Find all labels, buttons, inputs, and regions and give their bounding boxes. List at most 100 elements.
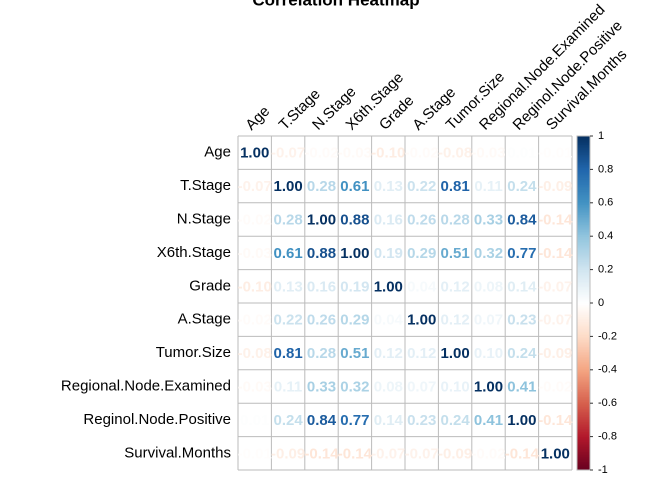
colorbar-segment bbox=[577, 441, 590, 444]
colorbar-segment bbox=[577, 458, 590, 461]
colorbar-tick-label: 0.8 bbox=[598, 163, 613, 175]
colorbar-segment bbox=[577, 453, 590, 456]
cell-value: 0.19 bbox=[374, 245, 403, 262]
cell-value: -0.14 bbox=[538, 412, 573, 429]
colorbar-segment bbox=[577, 348, 590, 351]
cell-value: 0.12 bbox=[407, 345, 436, 362]
cell-value: 0.41 bbox=[507, 378, 536, 395]
colorbar-segment bbox=[577, 391, 590, 394]
cell-value: -0.08 bbox=[438, 145, 472, 162]
colorbar-segment bbox=[577, 364, 590, 367]
column-label: Age bbox=[242, 103, 273, 134]
colorbar-segment bbox=[577, 336, 590, 339]
cell-value: -0.07 bbox=[538, 278, 572, 295]
cell-value: -0.14 bbox=[304, 445, 339, 462]
row-label: A.Stage bbox=[178, 311, 231, 328]
colorbar-segment bbox=[577, 331, 590, 334]
colorbar-segment bbox=[577, 216, 590, 219]
cell-value: 1.00 bbox=[240, 145, 269, 162]
colorbar-segment bbox=[577, 324, 590, 327]
colorbar-segment bbox=[577, 247, 590, 251]
cell-value: -0.07 bbox=[271, 145, 305, 162]
cell-value: 0.41 bbox=[474, 412, 503, 429]
colorbar-segment bbox=[577, 343, 590, 346]
colorbar-segment bbox=[577, 222, 590, 226]
cell-value: 0.61 bbox=[273, 245, 302, 262]
cell-value: 0.84 bbox=[507, 211, 537, 228]
colorbar-segment bbox=[577, 244, 590, 247]
colorbar-segment bbox=[577, 231, 590, 234]
colorbar-segment bbox=[577, 237, 590, 241]
cell-value: 0.24 bbox=[440, 412, 470, 429]
colorbar-segment bbox=[577, 164, 590, 167]
colorbar-segment bbox=[577, 167, 590, 170]
colorbar-segment bbox=[577, 206, 590, 209]
cell-value: 1.00 bbox=[541, 445, 570, 462]
colorbar-segment bbox=[577, 242, 590, 246]
cell-value: -0.01 bbox=[238, 445, 272, 462]
cell-value: 0.07 bbox=[474, 312, 503, 329]
cell-value: 0.24 bbox=[507, 345, 537, 362]
cell-value: 0.08 bbox=[474, 278, 503, 295]
colorbar-segment bbox=[577, 428, 590, 431]
colorbar-segment bbox=[577, 386, 590, 389]
cell-value: 1.00 bbox=[273, 178, 302, 195]
cell-value: 0.33 bbox=[474, 211, 503, 228]
cell-value: -0.14 bbox=[505, 445, 540, 462]
colorbar-segment bbox=[577, 443, 590, 446]
colorbar-segment bbox=[577, 316, 590, 319]
cell-value: 1.00 bbox=[474, 378, 503, 395]
colorbar-segment bbox=[577, 262, 590, 266]
colorbar-segment bbox=[577, 373, 590, 376]
row-label: Grade bbox=[189, 277, 231, 294]
cell-value: 0.10 bbox=[440, 378, 469, 395]
colorbar-segment bbox=[577, 192, 590, 195]
colorbar-segment bbox=[577, 236, 590, 239]
cell-value: 1.00 bbox=[440, 345, 469, 362]
cell-value: 0.01 bbox=[507, 145, 536, 162]
colorbar-segment bbox=[577, 142, 590, 145]
colorbar-segment bbox=[577, 376, 590, 379]
colorbar-segment bbox=[577, 144, 590, 147]
colorbar-segment bbox=[577, 297, 590, 301]
cell-value: 0.28 bbox=[273, 211, 302, 228]
cell-value: 1.00 bbox=[307, 211, 336, 228]
colorbar-segment bbox=[577, 261, 590, 264]
cell-value: -0.01 bbox=[538, 145, 572, 162]
colorbar-segment bbox=[577, 214, 590, 217]
colorbar-segment bbox=[577, 149, 590, 152]
cell-value: -0.14 bbox=[538, 211, 573, 228]
colorbar-segment bbox=[577, 426, 590, 429]
colorbar-segment bbox=[577, 361, 590, 364]
colorbar-segment bbox=[577, 172, 590, 175]
colorbar-segment bbox=[577, 141, 590, 144]
colorbar-segment bbox=[577, 179, 590, 182]
cell-value: 0.23 bbox=[507, 312, 536, 329]
colorbar-segment bbox=[577, 256, 590, 259]
colorbar-segment bbox=[577, 408, 590, 411]
cell-value: 0.61 bbox=[340, 178, 369, 195]
colorbar-segment bbox=[577, 353, 590, 356]
colorbar-segment bbox=[577, 433, 590, 436]
colorbar-segment bbox=[577, 174, 590, 177]
colorbar-segment bbox=[577, 394, 590, 398]
cell-value: 1.00 bbox=[407, 312, 436, 329]
cell-value: 0.04 bbox=[407, 278, 437, 295]
colorbar-segment bbox=[577, 241, 590, 244]
cell-value: 0.22 bbox=[273, 312, 302, 329]
colorbar-segment bbox=[577, 466, 590, 469]
colorbar-segment bbox=[577, 277, 590, 281]
colorbar-segment bbox=[577, 294, 590, 297]
cell-value: 0.28 bbox=[307, 178, 336, 195]
colorbar-segment bbox=[577, 456, 590, 459]
colorbar-segment bbox=[577, 266, 590, 269]
cell-value: 0.84 bbox=[307, 412, 337, 429]
colorbar-segment bbox=[577, 439, 590, 443]
colorbar-segment bbox=[577, 229, 590, 232]
colorbar-segment bbox=[577, 221, 590, 224]
cell-value: 1.00 bbox=[507, 412, 536, 429]
cell-value: 0.24 bbox=[273, 412, 303, 429]
cell-value: 0.11 bbox=[474, 178, 502, 195]
colorbar-segment bbox=[577, 346, 590, 349]
colorbar-segment bbox=[577, 182, 590, 185]
